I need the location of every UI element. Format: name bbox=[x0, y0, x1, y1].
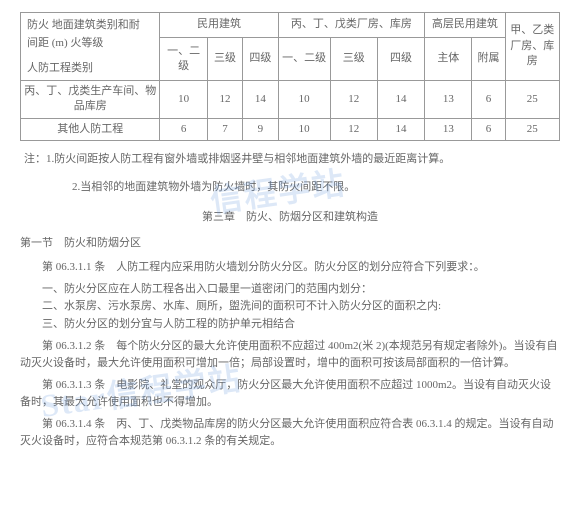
clause: 第 06.3.1.1 条 人防工程内应采用防火墙划分防火分区。防火分区的划分应符… bbox=[20, 259, 560, 277]
clause: 第 06.3.1.4 条 丙、丁、戊类物品库房的防火分区最大允许使用面积应符合表… bbox=[20, 416, 560, 451]
sub-header: 一、二级 bbox=[278, 38, 330, 81]
cell: 14 bbox=[377, 118, 424, 140]
cell: 9 bbox=[243, 118, 278, 140]
corner-mid: 间距 (m) 火等级 bbox=[27, 37, 103, 49]
sub-header: 三级 bbox=[207, 38, 242, 81]
cell: 10 bbox=[278, 118, 330, 140]
cell: 12 bbox=[330, 81, 377, 119]
corner-header: 防火 地面建筑类别和耐 间距 (m) 火等级 人防工程类别 bbox=[21, 13, 160, 81]
sub-header: 四级 bbox=[243, 38, 278, 81]
table-row: 其他人防工程 6 7 9 10 12 14 13 6 25 bbox=[21, 118, 560, 140]
cell: 14 bbox=[243, 81, 278, 119]
chapter-title: 第三章 防火、防烟分区和建筑构造 bbox=[20, 210, 560, 225]
section-title: 第一节 防火和防烟分区 bbox=[20, 236, 560, 251]
col-group-1: 民用建筑 bbox=[160, 13, 278, 38]
cell: 25 bbox=[505, 81, 559, 119]
row-label: 丙、丁、戊类生产车间、物品库房 bbox=[21, 81, 160, 119]
cell: 10 bbox=[278, 81, 330, 119]
cell: 13 bbox=[425, 118, 472, 140]
sub-clause: 三、防火分区的划分宜与人防工程的防护单元相结合 bbox=[20, 316, 560, 334]
sub-header: 主体 bbox=[425, 38, 472, 81]
clause: 第 06.3.1.3 条 电影院、礼堂的观众厅，防火分区最大允许使用面积不应超过… bbox=[20, 377, 560, 412]
cell: 6 bbox=[160, 118, 207, 140]
col-group-4: 甲、乙类厂房、库房 bbox=[505, 13, 559, 81]
corner-top: 防火 地面建筑类别和耐 bbox=[27, 19, 140, 31]
cell: 12 bbox=[330, 118, 377, 140]
col-group-2: 丙、丁、戊类厂房、库房 bbox=[278, 13, 425, 38]
sub-clause: 二、水泵房、污水泵房、水库、厕所，盥洗间的面积可不计入防火分区的面积之内: bbox=[20, 298, 560, 316]
clause: 第 06.3.1.2 条 每个防火分区的最大允许使用面积不应超过 400m2(米… bbox=[20, 338, 560, 373]
cell: 7 bbox=[207, 118, 242, 140]
cell: 6 bbox=[472, 118, 505, 140]
row-label: 其他人防工程 bbox=[21, 118, 160, 140]
cell: 25 bbox=[505, 118, 559, 140]
sub-header: 三级 bbox=[330, 38, 377, 81]
sub-header: 一、二级 bbox=[160, 38, 207, 81]
sub-clause: 一、防火分区应在人防工程各出入口最里一道密闭门的范围内划分： bbox=[20, 281, 560, 299]
cell: 14 bbox=[377, 81, 424, 119]
table-row: 丙、丁、戊类生产车间、物品库房 10 12 14 10 12 14 13 6 2… bbox=[21, 81, 560, 119]
cell: 12 bbox=[207, 81, 242, 119]
corner-bottom: 人防工程类别 bbox=[27, 61, 93, 76]
table-note-1: 注：1.防火间距按人防工程有窗外墙或排烟竖井壁与相邻地面建筑外墙的最近距离计算。 bbox=[20, 151, 560, 169]
cell: 13 bbox=[425, 81, 472, 119]
col-group-3: 高层民用建筑 bbox=[425, 13, 505, 38]
fire-distance-table: 防火 地面建筑类别和耐 间距 (m) 火等级 人防工程类别 民用建筑 丙、丁、戊… bbox=[20, 12, 560, 141]
cell: 6 bbox=[472, 81, 505, 119]
table-note-2: 2.当相邻的地面建筑物外墙为防火墙时，其防火间距不限。 bbox=[20, 179, 560, 197]
sub-header: 四级 bbox=[377, 38, 424, 81]
cell: 10 bbox=[160, 81, 207, 119]
sub-header: 附属 bbox=[472, 38, 505, 81]
